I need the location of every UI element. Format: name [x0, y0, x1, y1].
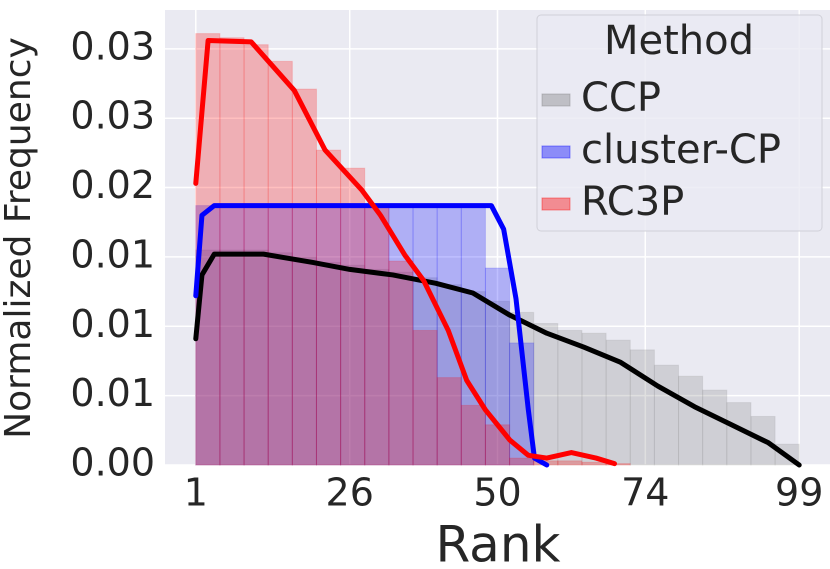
histogram-bar	[412, 329, 438, 466]
x-tick-label: 99	[775, 471, 823, 515]
y-tick-label: 0.01	[70, 232, 155, 276]
histogram-bar	[315, 149, 342, 466]
histogram-bar	[315, 205, 342, 466]
histogram-bar	[219, 249, 245, 466]
histogram-bar	[557, 460, 583, 466]
histogram-bar	[267, 252, 293, 466]
x-axis-label: Rank	[436, 516, 561, 569]
histogram-bar	[340, 205, 366, 466]
histogram-bar	[436, 377, 462, 466]
x-tick-label: 26	[326, 471, 374, 515]
histogram-bar	[364, 206, 390, 466]
histogram-bar	[629, 349, 655, 466]
histogram-bar	[702, 389, 728, 466]
histogram-bar	[412, 205, 438, 466]
x-tick-label: 50	[473, 471, 521, 515]
histogram-bar	[340, 264, 366, 466]
histogram-bar	[340, 167, 366, 466]
legend-swatch	[541, 197, 571, 211]
legend-label: CCP	[581, 75, 661, 121]
histogram-bar	[267, 205, 293, 466]
y-tick-label: 0.02	[70, 163, 155, 207]
histogram-bar	[581, 461, 607, 466]
legend-label: cluster-CP	[581, 127, 781, 173]
legend-swatch	[541, 93, 571, 107]
histogram-bar	[533, 323, 559, 466]
y-tick-label: 0.03	[70, 94, 155, 138]
histogram-bar	[243, 205, 269, 466]
histogram-bar	[388, 260, 414, 466]
histogram-bar	[364, 205, 390, 466]
histogram-bar	[267, 60, 293, 466]
histogram-bar	[460, 205, 486, 466]
histogram-bar	[219, 205, 245, 466]
legend-label: RC3P	[581, 179, 684, 225]
legend-box	[536, 14, 823, 232]
histogram-bar	[291, 205, 317, 466]
y-axis-label: Normalized Frequency	[0, 37, 39, 439]
y-tick-label: 0.01	[70, 371, 155, 415]
histogram-bar	[412, 277, 438, 466]
kde-line	[193, 251, 802, 468]
histogram-bar	[509, 457, 535, 466]
histogram-bar	[605, 463, 631, 466]
legend-title: Method	[604, 18, 754, 64]
x-tick-label: 74	[621, 471, 669, 515]
histogram-bar	[678, 375, 704, 466]
y-tick-label: 0.03	[70, 24, 155, 68]
legend-swatch	[541, 145, 571, 159]
histogram-bar	[243, 249, 269, 466]
histogram-bar	[291, 256, 317, 466]
histogram-bar	[388, 271, 414, 466]
legend: Method CCP cluster-CP RC3P	[536, 14, 823, 232]
histogram-bar	[484, 424, 511, 466]
y-tick-label: 0.01	[70, 302, 155, 346]
kde-line	[193, 203, 550, 468]
histogram-bar	[364, 268, 390, 466]
histogram-bar	[653, 364, 680, 466]
x-tick-label: 1	[184, 471, 208, 515]
histogram-bar	[195, 33, 221, 466]
histogram-bar	[315, 261, 342, 466]
histogram-bar	[460, 404, 486, 466]
histogram-bar	[219, 37, 245, 466]
histogram-bar	[557, 329, 583, 466]
kde-line	[193, 38, 617, 467]
histogram-bar	[291, 88, 317, 466]
y-tick-label: 0.00	[70, 441, 155, 485]
